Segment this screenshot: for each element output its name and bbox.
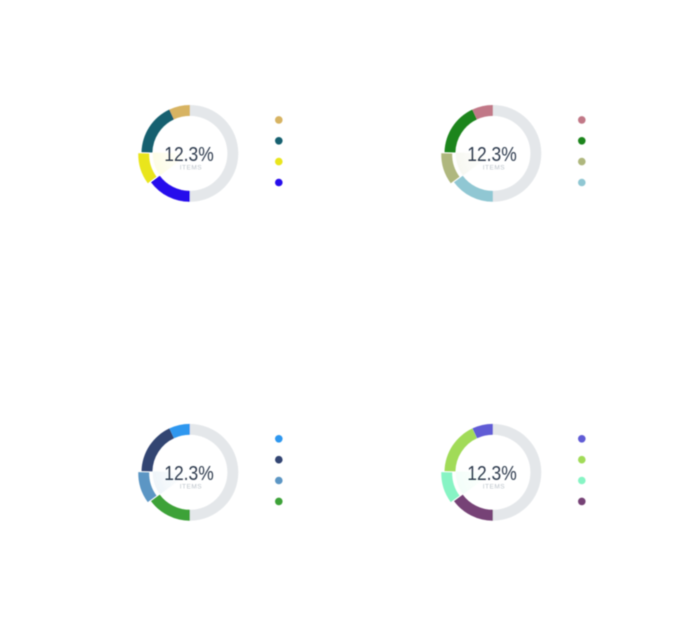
svg-text:ITEMS: ITEMS [180, 484, 203, 491]
svg-text:12.3%: 12.3% [164, 463, 214, 485]
svg-text:12.3%: 12.3% [467, 144, 517, 166]
svg-text:12.3%: 12.3% [164, 144, 214, 166]
svg-text:12.3%: 12.3% [467, 463, 517, 485]
svg-text:ITEMS: ITEMS [483, 165, 506, 172]
svg-text:ITEMS: ITEMS [483, 484, 506, 491]
svg-text:ITEMS: ITEMS [180, 165, 203, 172]
